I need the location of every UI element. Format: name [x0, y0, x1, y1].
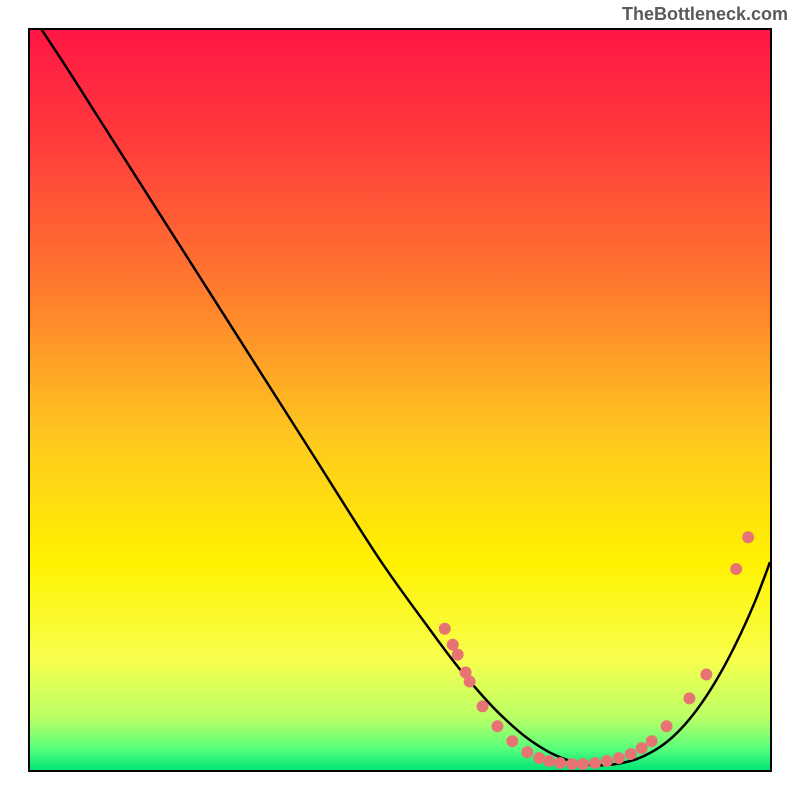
data-marker [464, 676, 476, 688]
data-marker [742, 531, 754, 543]
data-marker [683, 692, 695, 704]
data-marker [601, 755, 613, 767]
data-marker [492, 720, 504, 732]
data-marker [636, 742, 648, 754]
data-marker [506, 735, 518, 747]
data-marker [521, 746, 533, 758]
curve-layer [30, 30, 770, 770]
data-markers [439, 531, 754, 770]
data-marker [613, 752, 625, 764]
data-marker [566, 758, 578, 770]
bottleneck-curve [30, 30, 770, 765]
data-marker [577, 758, 589, 770]
data-marker [452, 649, 464, 661]
data-marker [700, 669, 712, 681]
data-marker [554, 757, 566, 769]
data-marker [439, 623, 451, 635]
data-marker [543, 755, 555, 767]
data-marker [589, 757, 601, 769]
data-marker [730, 563, 742, 575]
data-marker [661, 720, 673, 732]
data-marker [625, 748, 637, 760]
watermark-text: TheBottleneck.com [622, 4, 788, 25]
chart-container [28, 28, 772, 772]
data-marker [477, 700, 489, 712]
data-marker [646, 735, 658, 747]
